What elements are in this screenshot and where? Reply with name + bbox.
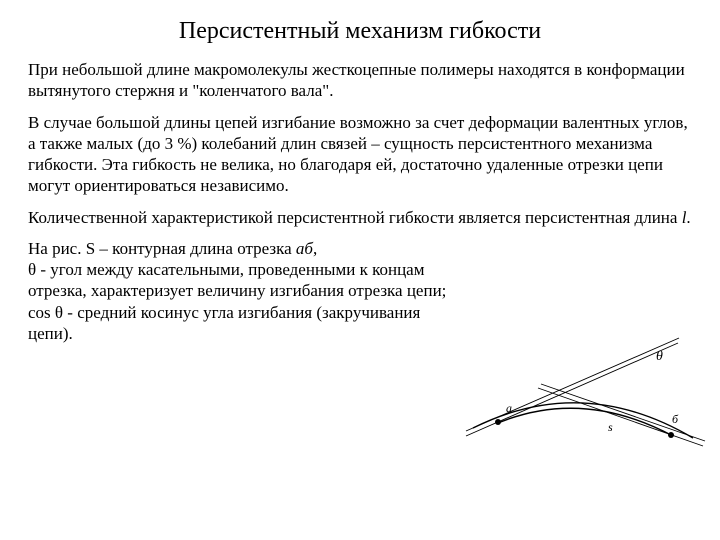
tangent-right-line-1 — [538, 388, 703, 446]
p1-text-a: При небольшой длине макромолекулы жестко… — [28, 60, 685, 100]
label-s: s — [608, 420, 613, 434]
p4-l1c: , — [313, 239, 317, 258]
paragraph-4: На рис. S – контурная длина отрезка аб, … — [28, 238, 448, 344]
p4-l2: θ - угол между касательными, проведенным… — [28, 260, 446, 300]
label-theta: θ — [656, 349, 663, 364]
p4-l1a: На рис. S – контурная длина отрезка — [28, 239, 296, 258]
p4-ab: аб — [296, 239, 313, 258]
p1-text-b: "коленчатого вала". — [192, 81, 333, 100]
arc-contour — [498, 408, 673, 436]
tangent-right-line-2 — [541, 384, 705, 441]
p3-text-a: Количественной характеристикой персистен… — [28, 208, 682, 227]
point-a — [495, 419, 501, 425]
paragraph-1: При небольшой длине макромолекулы жестко… — [28, 59, 692, 102]
label-b: б — [672, 412, 679, 426]
persistence-diagram: θ а б s — [458, 328, 708, 468]
page-title: Персистентный механизм гибкости — [28, 18, 692, 45]
point-b — [668, 432, 674, 438]
paragraph-2: В случае большой длины цепей изгибание в… — [28, 112, 692, 197]
diagram-svg: θ а б s — [458, 328, 708, 468]
label-a: а — [506, 401, 512, 415]
p3-text-c: . — [686, 208, 690, 227]
paragraph-3: Количественной характеристикой персистен… — [28, 207, 692, 228]
p4-l3: cos θ - средний косинус угла изгибания (… — [28, 303, 420, 343]
